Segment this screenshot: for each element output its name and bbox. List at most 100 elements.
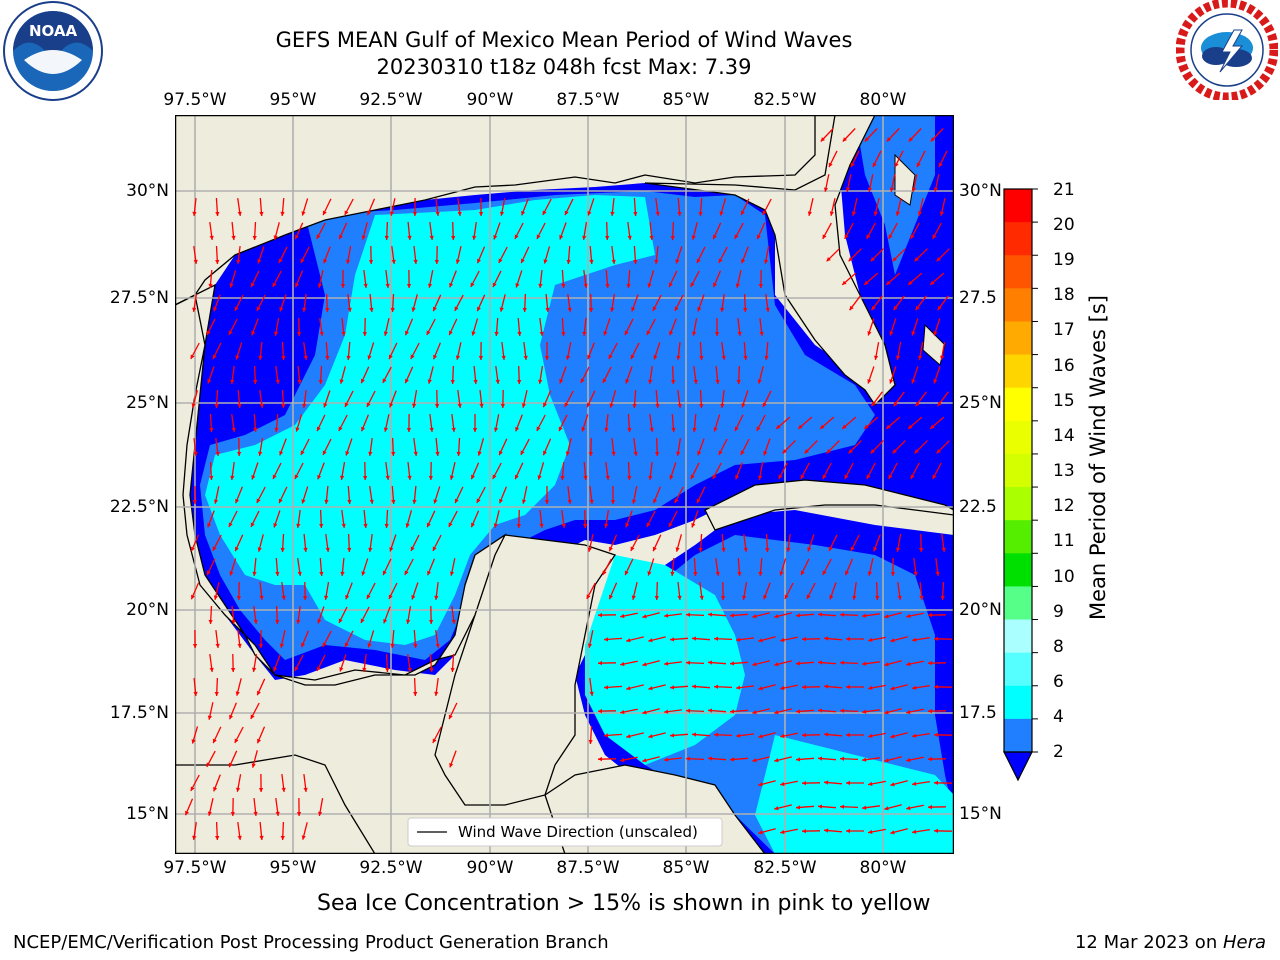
wind-wave-arrowhead bbox=[388, 354, 393, 360]
wind-wave-arrowhead bbox=[190, 786, 195, 791]
wind-wave-arrowhead bbox=[517, 331, 522, 336]
wind-wave-arrowhead bbox=[279, 307, 284, 312]
wind-wave-arrowhead bbox=[272, 474, 277, 479]
wind-wave-arrowhead bbox=[319, 571, 324, 576]
wind-wave-arrowhead bbox=[848, 449, 853, 454]
wind-wave-arrowhead bbox=[693, 571, 698, 576]
wind-wave-arrowhead bbox=[499, 498, 504, 504]
wind-wave-arrowhead bbox=[209, 427, 214, 432]
wind-wave-arrowhead bbox=[257, 738, 261, 744]
wind-wave-arrowhead bbox=[840, 660, 845, 665]
wind-wave-arrowhead bbox=[296, 619, 301, 624]
wind-wave-arrowhead bbox=[670, 236, 675, 240]
wind-wave-arrowhead bbox=[611, 259, 616, 264]
wind-wave-arrowhead bbox=[653, 498, 658, 504]
footer-host: Hera bbox=[1222, 932, 1266, 953]
colorbar-tick-label: 14 bbox=[1053, 426, 1075, 446]
wind-wave-arrowhead bbox=[774, 662, 779, 667]
wind-wave-arrowhead bbox=[514, 474, 519, 480]
wind-wave-arrowhead bbox=[252, 667, 257, 672]
wind-wave-arrowhead bbox=[434, 595, 439, 600]
wind-wave-arrowhead bbox=[256, 306, 261, 311]
wind-wave-arrowhead bbox=[207, 715, 213, 720]
wind-wave-arrowhead bbox=[720, 307, 725, 312]
wind-wave-arrowhead bbox=[539, 523, 544, 528]
wind-wave-arrowhead bbox=[234, 546, 239, 552]
wind-wave-arrowhead bbox=[912, 829, 917, 834]
wind-wave-arrowhead bbox=[478, 212, 484, 216]
wind-wave-arrowhead bbox=[671, 380, 676, 384]
wind-wave-arrowhead bbox=[362, 332, 367, 336]
wind-wave-arrowhead bbox=[192, 307, 197, 312]
wind-wave-arrowhead bbox=[736, 733, 741, 738]
wind-wave-arrowhead bbox=[302, 596, 308, 600]
wind-wave-arrowhead bbox=[587, 211, 592, 216]
wind-wave-arrowhead bbox=[257, 259, 262, 264]
lat-tick-right: 22.5 bbox=[959, 497, 997, 517]
wind-wave-arrowhead bbox=[796, 613, 801, 618]
wind-wave-arrowhead bbox=[273, 666, 278, 672]
wind-wave-arrowhead bbox=[193, 691, 198, 696]
wind-wave-arrowhead bbox=[473, 379, 478, 384]
wind-wave-arrowhead bbox=[910, 234, 915, 239]
wind-wave-arrowhead bbox=[691, 235, 696, 240]
wind-wave-arrowhead bbox=[930, 424, 935, 429]
wind-wave-arrowhead bbox=[934, 780, 938, 785]
wind-wave-arrowhead bbox=[449, 571, 455, 576]
wind-wave-arrowhead bbox=[824, 828, 829, 833]
wind-wave-arrowhead bbox=[699, 355, 704, 360]
wind-wave-arrowhead bbox=[389, 547, 394, 552]
wind-wave-arrowhead bbox=[564, 402, 569, 407]
wind-wave-arrowhead bbox=[918, 548, 924, 552]
wind-wave-arrowhead bbox=[718, 450, 723, 455]
wind-wave-arrowhead bbox=[235, 355, 240, 360]
wind-wave-arrowhead bbox=[565, 451, 570, 456]
wind-wave-arrowhead bbox=[677, 403, 682, 408]
wind-wave-arrowhead bbox=[515, 283, 520, 288]
colorbar-tick-label: 17 bbox=[1053, 320, 1075, 340]
wind-wave-arrowhead bbox=[455, 259, 460, 264]
wind-wave-arrowhead bbox=[664, 613, 669, 618]
wind-wave-arrowhead bbox=[740, 210, 745, 216]
wind-wave-arrowhead bbox=[906, 805, 911, 811]
wind-wave-arrowhead bbox=[620, 661, 625, 667]
wind-wave-arrowhead bbox=[433, 499, 438, 504]
wind-wave-arrowhead bbox=[360, 618, 365, 623]
wind-wave-arrowhead bbox=[449, 282, 454, 288]
wind-wave-arrowhead bbox=[338, 426, 343, 431]
wind-wave-arrowhead bbox=[404, 570, 409, 575]
wind-wave-arrowhead bbox=[319, 523, 324, 528]
wind-wave-arrowhead bbox=[884, 710, 889, 715]
wind-wave-arrowhead bbox=[412, 499, 417, 504]
wind-wave-arrowhead bbox=[558, 426, 563, 432]
lon-tick-top: 82.5°W bbox=[753, 90, 817, 110]
wind-wave-arrowhead bbox=[259, 403, 264, 408]
wind-wave-arrowhead bbox=[589, 259, 594, 264]
wind-wave-arrowhead bbox=[664, 661, 669, 666]
wind-wave-arrowhead bbox=[317, 283, 322, 288]
wind-wave-arrowhead bbox=[802, 685, 806, 690]
wind-wave-arrowhead bbox=[796, 661, 801, 666]
wind-wave-arrowhead bbox=[206, 570, 211, 576]
wind-wave-arrowhead bbox=[620, 757, 625, 763]
wind-wave-arrowhead bbox=[742, 595, 747, 600]
lat-tick-right: 30°N bbox=[959, 181, 1002, 201]
wind-wave-arrowhead bbox=[297, 571, 302, 576]
wind-wave-arrowhead bbox=[259, 211, 264, 216]
colorbar-segment bbox=[1004, 487, 1032, 521]
wind-wave-arrowhead bbox=[207, 811, 212, 816]
wind-wave-arrowhead bbox=[256, 498, 261, 503]
wind-wave-arrowhead bbox=[231, 427, 236, 432]
wind-wave-arrowhead bbox=[736, 379, 741, 384]
wind-wave-arrowhead bbox=[412, 403, 417, 408]
wind-wave-arrowhead bbox=[743, 308, 748, 312]
wind-wave-arrowhead bbox=[237, 643, 242, 648]
lat-tick-left: 20°N bbox=[126, 600, 169, 620]
wind-wave-arrowhead bbox=[586, 594, 591, 599]
lat-tick-left: 30°N bbox=[126, 181, 169, 201]
wind-wave-arrowhead bbox=[583, 475, 588, 480]
map-panel: Wind Wave Direction (unscaled) bbox=[175, 115, 954, 854]
wind-wave-arrowhead bbox=[933, 331, 938, 336]
colorbar-segments bbox=[1004, 189, 1032, 753]
wind-wave-arrowhead bbox=[671, 427, 676, 432]
